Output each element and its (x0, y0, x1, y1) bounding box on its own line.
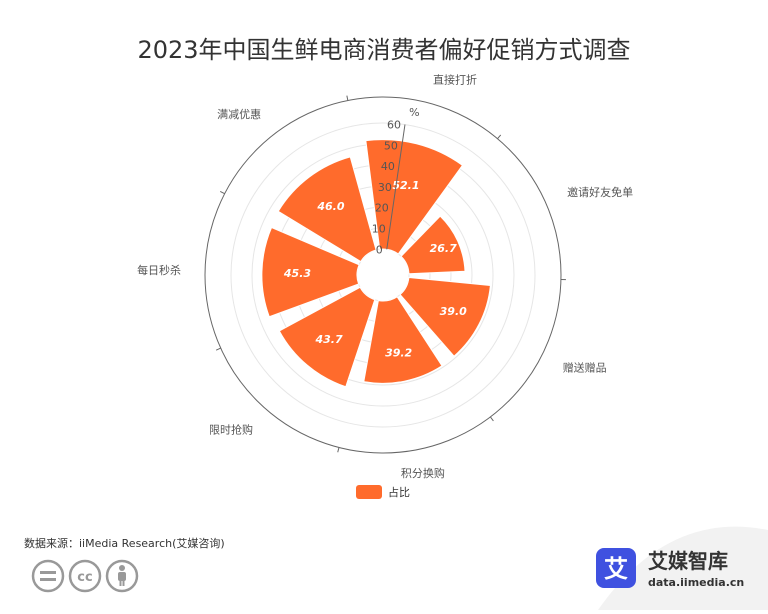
value-label: 39.2 (385, 347, 412, 360)
value-label: 46.0 (316, 200, 344, 213)
category-label: 每日秒杀 (137, 263, 181, 277)
equals-icon (33, 561, 63, 591)
category-label: 邀请好友免单 (567, 185, 633, 199)
legend-swatch[interactable] (356, 485, 382, 499)
radius-tick-label: 50 (384, 139, 398, 152)
brand-logo-char: 艾 (604, 555, 628, 583)
radius-tick-label: 20 (375, 202, 389, 215)
radius-tick-label: 30 (378, 181, 392, 194)
brand-url: data.iimedia.cn (648, 576, 744, 589)
brand-block: 艾 艾媒智库 data.iimedia.cn (578, 520, 768, 610)
brand-name: 艾媒智库 (648, 549, 728, 573)
data-source: 数据来源：iiMedia Research(艾媒咨询) (24, 535, 225, 551)
cc-icon: cc (70, 561, 100, 591)
category-label: 积分换购 (401, 466, 445, 480)
legend-label[interactable]: 占比 (388, 485, 410, 499)
value-label: 43.7 (314, 333, 342, 346)
angle-tick (490, 417, 493, 421)
angle-tick (498, 135, 501, 139)
category-label: 限时抢购 (209, 423, 253, 437)
radius-tick-label: 10 (372, 222, 386, 235)
brand-logo: 艾 (596, 548, 636, 588)
labels-layer: 52.1直接打折26.7邀请好友免单39.0赠送赠品39.2积分换购43.7限时… (137, 72, 633, 480)
angle-tick (216, 348, 221, 350)
unit-label: % (409, 106, 419, 119)
legend: 占比 (356, 485, 410, 499)
category-label: 满减优惠 (217, 107, 261, 121)
license-icons: cc (30, 558, 140, 598)
value-label: 45.3 (283, 267, 311, 280)
angle-tick (220, 191, 224, 193)
angle-tick (338, 447, 339, 452)
value-label: 39.0 (440, 305, 467, 318)
person-icon (107, 561, 137, 591)
category-label: 直接打折 (433, 72, 477, 86)
category-label: 赠送赠品 (563, 360, 607, 374)
angle-tick (347, 96, 348, 101)
radius-tick-label: 0 (376, 243, 383, 256)
value-label: 26.7 (430, 242, 457, 255)
radius-tick-label: 40 (381, 160, 395, 173)
svg-text:cc: cc (77, 570, 92, 585)
radius-tick-label: 60 (387, 119, 401, 132)
